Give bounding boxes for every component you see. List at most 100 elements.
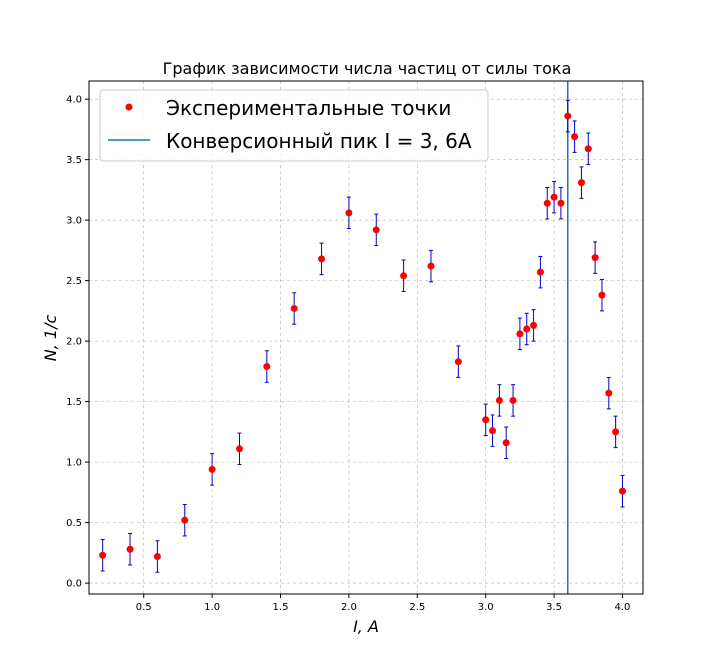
y-tick-label: 4.0 — [66, 95, 82, 106]
data-point — [495, 384, 503, 417]
point-marker — [591, 254, 599, 262]
plot-frame — [88, 80, 644, 595]
data-point — [584, 132, 592, 165]
data-point — [126, 533, 134, 566]
point-marker — [543, 199, 551, 207]
data-point — [550, 180, 558, 214]
point-marker — [577, 179, 585, 187]
point-marker — [263, 363, 271, 371]
point-marker — [318, 255, 326, 263]
y-axis-label: N, 1/с — [41, 315, 60, 362]
point-marker — [99, 551, 107, 559]
y-tick-label: 0.0 — [66, 579, 82, 590]
data-point — [571, 120, 579, 153]
legend-label-vline: Конверсионный пик I = 3, 6A — [166, 129, 472, 153]
point-marker — [564, 112, 572, 120]
point-marker — [605, 389, 613, 397]
data-point — [564, 99, 572, 133]
data-point — [318, 242, 326, 276]
point-marker — [400, 272, 408, 280]
x-tick-label: 1.0 — [204, 602, 220, 613]
point-marker — [598, 291, 606, 299]
data-point — [516, 317, 524, 351]
point-marker — [153, 552, 161, 560]
legend-marker-points — [125, 103, 133, 111]
point-marker — [502, 439, 510, 447]
point-marker — [126, 545, 134, 553]
point-marker — [509, 396, 517, 404]
data-point — [263, 350, 271, 383]
data-point — [235, 432, 243, 466]
data-point — [598, 278, 606, 312]
y-tick-label: 3.0 — [66, 216, 82, 227]
point-marker — [290, 304, 298, 312]
point-marker — [516, 330, 524, 338]
data-point — [591, 241, 599, 274]
data-point — [454, 345, 462, 378]
legend: Экспериментальные точки Конверсионный пи… — [99, 89, 489, 162]
point-marker — [536, 268, 544, 276]
x-tick-label: 1.5 — [273, 602, 289, 613]
point-marker — [557, 199, 565, 207]
x-axis: 0.5 1.0 1.5 2.0 2.5 3.0 3.5 4.0 — [136, 594, 631, 613]
data-point — [502, 426, 510, 459]
point-marker — [489, 427, 497, 435]
data-point — [612, 415, 620, 449]
point-marker — [612, 428, 620, 436]
y-tick-label: 0.5 — [66, 518, 82, 529]
points-layer — [99, 99, 626, 573]
point-marker — [208, 465, 216, 473]
data-point — [208, 453, 216, 486]
data-point — [482, 403, 490, 437]
data-point — [605, 376, 613, 410]
y-tick-label: 1.5 — [66, 397, 82, 408]
point-marker — [530, 321, 538, 329]
data-point — [372, 213, 380, 247]
point-marker — [618, 487, 626, 495]
data-point — [99, 539, 107, 572]
chart-title: График зависимости числа частиц от силы … — [163, 59, 572, 78]
point-marker — [181, 516, 189, 524]
y-tick-label: 1.0 — [66, 458, 82, 469]
point-marker — [571, 133, 579, 141]
x-tick-label: 3.0 — [478, 602, 494, 613]
point-marker — [584, 145, 592, 153]
data-point — [530, 309, 538, 342]
data-point — [153, 540, 161, 573]
data-point — [618, 474, 626, 508]
x-tick-label: 3.5 — [546, 602, 562, 613]
y-tick-label: 2.0 — [66, 337, 82, 348]
point-marker — [495, 396, 503, 404]
data-point — [577, 166, 585, 199]
data-point — [489, 414, 497, 447]
x-tick-label: 0.5 — [136, 602, 152, 613]
point-marker — [235, 445, 243, 453]
data-point — [345, 196, 353, 230]
data-point — [543, 186, 551, 220]
point-marker — [523, 325, 531, 333]
data-point — [427, 249, 435, 283]
point-marker — [550, 193, 558, 201]
data-point — [557, 186, 565, 220]
point-marker — [454, 358, 462, 366]
x-tick-label: 4.0 — [615, 602, 631, 613]
point-marker — [345, 209, 353, 217]
data-point — [523, 312, 531, 346]
data-point — [536, 255, 544, 289]
data-point — [509, 384, 517, 417]
y-tick-label: 2.5 — [66, 276, 82, 287]
data-point — [181, 503, 189, 537]
point-marker — [427, 262, 435, 270]
y-axis: 0.0 0.5 1.0 1.5 2.0 2.5 3.0 3.5 4.0 — [66, 95, 89, 590]
legend-box — [99, 89, 489, 162]
x-axis-label: I, A — [353, 617, 379, 636]
x-tick-label: 2.5 — [409, 602, 425, 613]
point-marker — [372, 226, 380, 234]
legend-label-points: Экспериментальные точки — [166, 96, 451, 120]
x-tick-label: 2.0 — [341, 602, 357, 613]
point-marker — [482, 416, 490, 424]
data-point — [400, 259, 408, 293]
data-point — [290, 292, 298, 325]
y-tick-label: 3.5 — [66, 155, 82, 166]
